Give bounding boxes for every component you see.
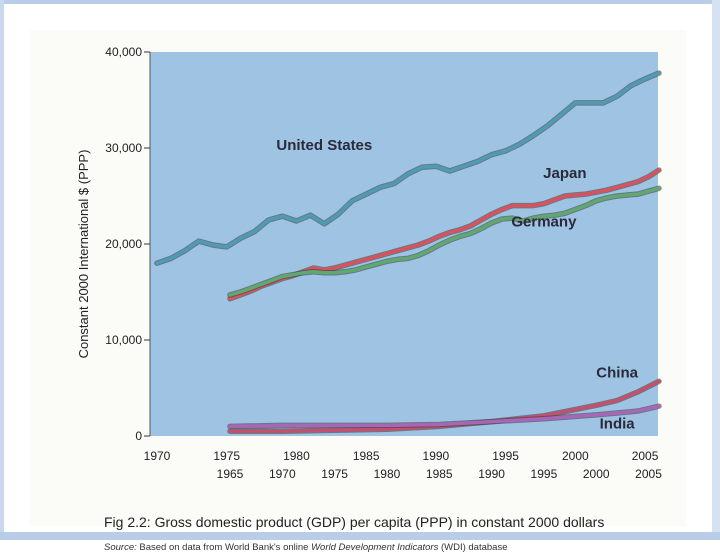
- x-tick-label-lower-axis: 1990: [478, 467, 505, 481]
- slide-frame-bottom: [0, 532, 720, 540]
- source-label: Source:: [104, 542, 137, 553]
- y-tick-label: 40,000: [105, 45, 142, 59]
- slide-frame-right: [712, 0, 720, 540]
- x-tick-label-lower-axis: 1965: [217, 467, 244, 481]
- y-tick-label: 20,000: [105, 237, 142, 251]
- y-tick-label: 0: [135, 429, 142, 443]
- y-axis-title: Constant 2000 International $ (PPP): [76, 150, 91, 359]
- x-tick-label-top-axis: 1970: [144, 449, 171, 463]
- source-emphasis: World Development Indicators: [311, 542, 439, 553]
- series-label-china: China: [596, 364, 638, 381]
- x-tick-label-top-axis: 2000: [562, 449, 589, 463]
- figure-page: 0 10,000 20,000 30,000 40,000 Constant 2000 I…: [30, 30, 686, 553]
- x-tick-label-lower-axis: 2000: [583, 467, 610, 481]
- series-label-united-states: United States: [276, 137, 372, 154]
- x-tick-label-lower-axis: 1985: [426, 467, 453, 481]
- gdp-line-chart: 0 10,000 20,000 30,000 40,000 Constant 2000 I…: [76, 45, 662, 481]
- slide-frame-left: [0, 0, 4, 540]
- figure-source: Source: Based on data from World Bank's …: [104, 542, 508, 553]
- x-tick-label-top-axis: 1975: [213, 449, 240, 463]
- x-tick-label-lower-axis: 1975: [321, 467, 348, 481]
- y-tick-label: 30,000: [105, 141, 142, 155]
- x-tick-label-top-axis: 2005: [632, 449, 659, 463]
- x-tick-label-top-axis: 1995: [492, 449, 519, 463]
- slide-frame-top: [0, 0, 720, 4]
- series-label-india: India: [600, 415, 636, 432]
- x-tick-label-lower-axis: 1980: [374, 467, 401, 481]
- series-label-japan: Japan: [543, 165, 586, 182]
- x-tick-label-lower-axis: 1995: [531, 467, 558, 481]
- x-tick-label-top-axis: 1990: [423, 449, 450, 463]
- x-tick-label-lower-axis: 1970: [269, 467, 296, 481]
- y-tick-label: 10,000: [105, 333, 142, 347]
- series-line-germany: [228, 186, 661, 297]
- series-line-united-states: [155, 71, 661, 265]
- x-tick-label-lower-axis: 2005: [635, 467, 662, 481]
- series-line-india: [228, 404, 661, 429]
- figure-caption: Fig 2.2: Gross domestic product (GDP) pe…: [104, 514, 605, 530]
- source-text-after: (WDI) database: [440, 542, 508, 553]
- series-label-germany: Germany: [511, 214, 577, 231]
- x-tick-label-top-axis: 1980: [283, 449, 310, 463]
- source-text-before: Based on data from World Bank's online: [139, 542, 309, 553]
- x-tick-label-top-axis: 1985: [353, 449, 380, 463]
